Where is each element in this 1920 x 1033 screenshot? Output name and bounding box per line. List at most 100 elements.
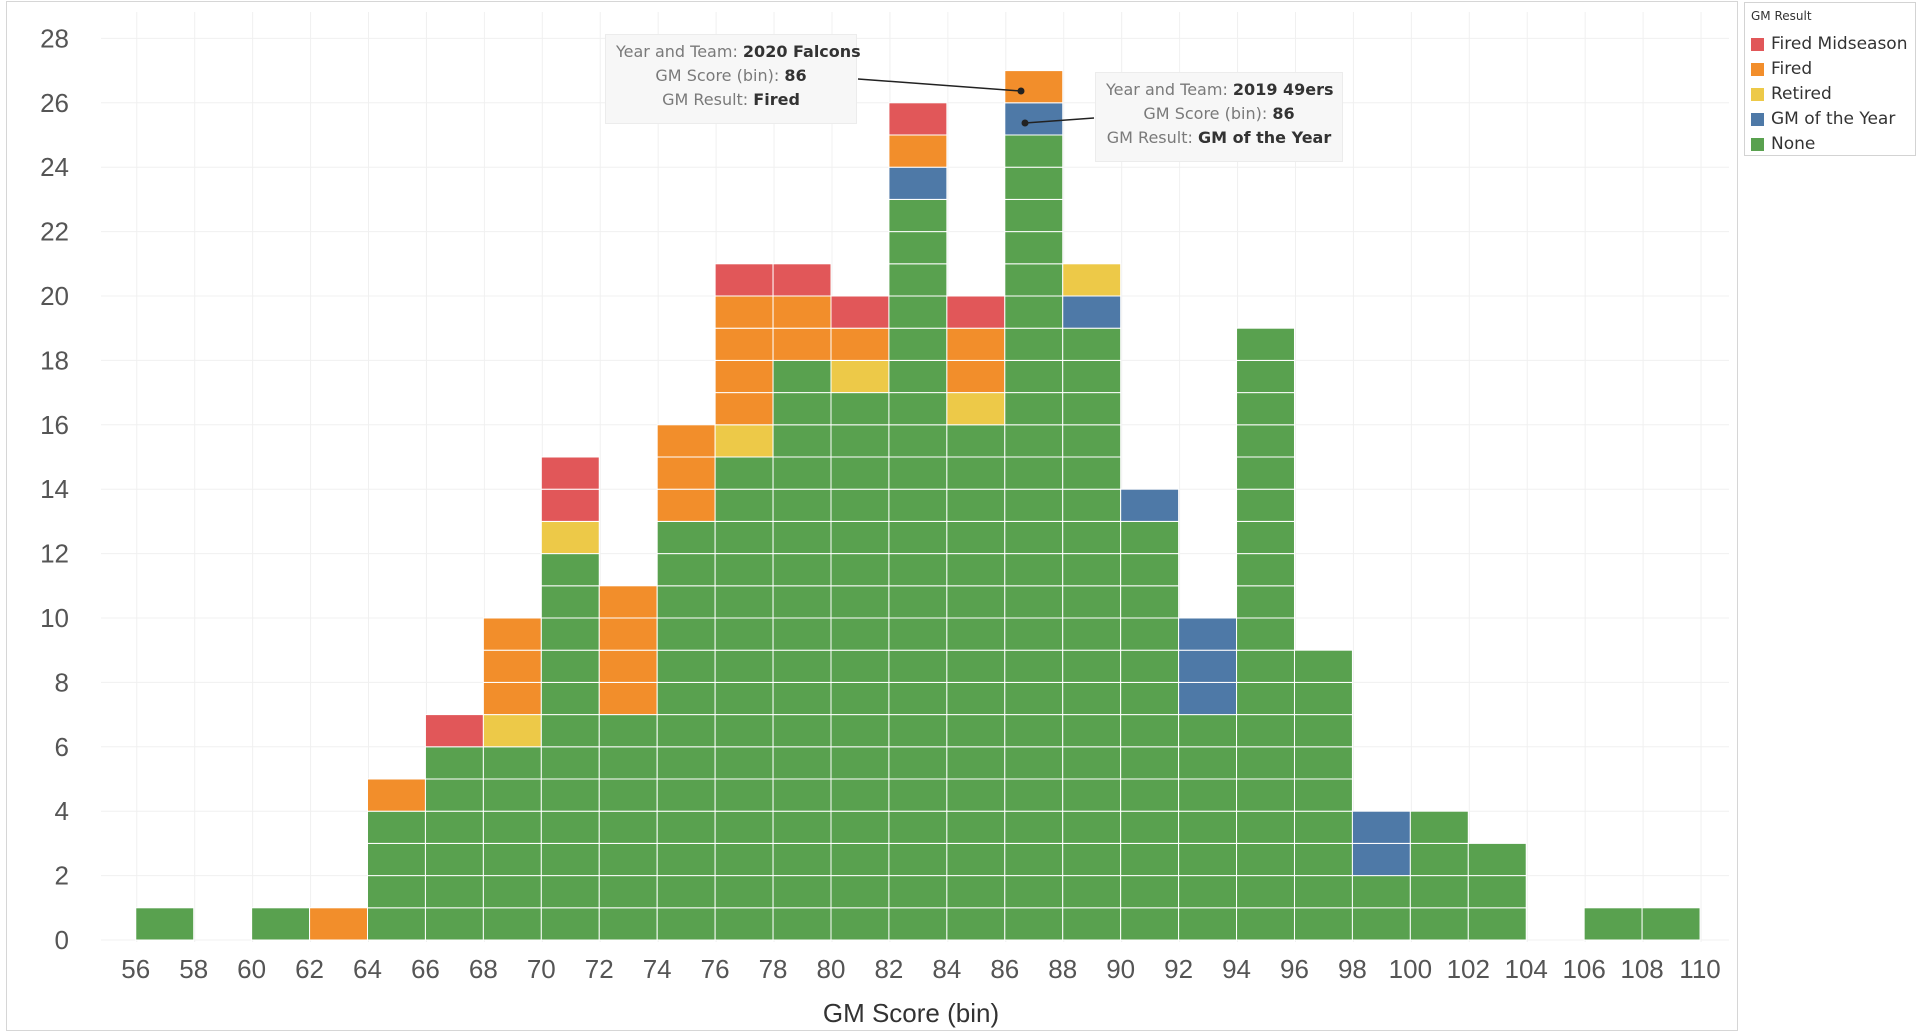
bar-cell[interactable] <box>598 714 658 748</box>
bar-cell[interactable] <box>830 488 890 522</box>
bar-cell[interactable] <box>656 456 716 490</box>
bar-cell[interactable] <box>772 553 832 587</box>
bar-cell[interactable] <box>1236 617 1295 651</box>
bar-cell[interactable] <box>1120 875 1180 909</box>
bar-cell[interactable] <box>888 520 948 555</box>
bar-cell[interactable] <box>888 681 948 716</box>
bar-cell[interactable] <box>714 553 774 587</box>
bar-cell[interactable] <box>1004 166 1064 200</box>
bar-cell[interactable] <box>714 617 774 651</box>
bar-cell[interactable] <box>1293 649 1353 683</box>
bar-cell[interactable] <box>1120 714 1180 748</box>
bar-cell[interactable] <box>1004 392 1064 426</box>
bar-cell[interactable] <box>946 359 1006 394</box>
bar-cell[interactable] <box>598 746 658 780</box>
bar-cell[interactable] <box>1236 520 1295 555</box>
bar-cell[interactable] <box>540 875 600 909</box>
bar-cell[interactable] <box>888 585 948 619</box>
bar-cell[interactable] <box>1062 617 1122 651</box>
bar-cell[interactable] <box>888 263 948 297</box>
bar-cell[interactable] <box>1062 681 1122 716</box>
bar-cell[interactable] <box>1120 488 1180 522</box>
bar-cell[interactable] <box>714 714 774 748</box>
bar-cell[interactable] <box>830 295 890 329</box>
bar-cell[interactable] <box>251 907 311 941</box>
bar-cell[interactable] <box>1236 553 1295 587</box>
bar-cell[interactable] <box>830 617 890 651</box>
bar-cell[interactable] <box>540 810 600 844</box>
bar-cell[interactable] <box>888 231 948 265</box>
bar-cell[interactable] <box>888 392 948 426</box>
bar-cell[interactable] <box>772 875 832 909</box>
bar-cell[interactable] <box>1236 424 1295 458</box>
bar-cell[interactable] <box>424 907 484 941</box>
bar-cell[interactable] <box>946 392 1006 426</box>
bar-cell[interactable] <box>830 649 890 683</box>
bar-cell[interactable] <box>540 617 600 651</box>
bar-cell[interactable] <box>772 681 832 716</box>
bar-cell[interactable] <box>1062 714 1122 748</box>
bar-cell[interactable] <box>1236 359 1295 394</box>
bar-cell[interactable] <box>946 585 1006 619</box>
bar-cell[interactable] <box>1062 746 1122 780</box>
bar-cell[interactable] <box>772 810 832 844</box>
bar-cell[interactable] <box>656 585 716 619</box>
bar-cell[interactable] <box>367 810 426 844</box>
bar-cell[interactable] <box>1467 842 1527 877</box>
bar-cell[interactable] <box>888 102 948 136</box>
bar-cell[interactable] <box>424 778 484 812</box>
bar-cell[interactable] <box>1062 327 1122 361</box>
bar-cell[interactable] <box>540 714 600 748</box>
bar-cell[interactable] <box>424 746 484 780</box>
bar-cell[interactable] <box>598 778 658 812</box>
bar-cell[interactable] <box>888 424 948 458</box>
bar-cell[interactable] <box>1236 392 1295 426</box>
bar-cell[interactable] <box>1120 649 1180 683</box>
bar-cell[interactable] <box>830 392 890 426</box>
bar-cell[interactable] <box>830 778 890 812</box>
bar-cell[interactable] <box>598 810 658 844</box>
bar-cell[interactable] <box>135 907 195 941</box>
bar-cell[interactable] <box>888 456 948 490</box>
bar-cell[interactable] <box>830 875 890 909</box>
bar-cell[interactable] <box>946 875 1006 909</box>
bar-cell[interactable] <box>482 681 542 716</box>
bar-cell[interactable] <box>1236 488 1295 522</box>
bar-cell[interactable] <box>1062 295 1122 329</box>
legend-item-retired[interactable]: Retired <box>1751 84 1832 104</box>
bar-cell[interactable] <box>714 649 774 683</box>
bar-cell[interactable] <box>772 617 832 651</box>
bar-cell[interactable] <box>1120 810 1180 844</box>
bar-cell[interactable] <box>656 810 716 844</box>
bar-cell[interactable] <box>1004 714 1064 748</box>
legend-item-fired-midseason[interactable]: Fired Midseason <box>1751 34 1907 54</box>
bar-cell[interactable] <box>772 424 832 458</box>
bar-cell[interactable] <box>1236 681 1295 716</box>
bar-cell[interactable] <box>424 842 484 877</box>
bar-cell[interactable] <box>1178 842 1238 877</box>
bar-cell[interactable] <box>1293 810 1353 844</box>
bar-cell[interactable] <box>482 649 542 683</box>
bar-cell[interactable] <box>656 488 716 522</box>
bar-cell[interactable] <box>1583 907 1643 941</box>
bar-cell[interactable] <box>946 424 1006 458</box>
bar-cell[interactable] <box>598 617 658 651</box>
bar-cell[interactable] <box>714 424 774 458</box>
bar-cell[interactable] <box>540 456 600 490</box>
bar-cell[interactable] <box>656 778 716 812</box>
bar-cell[interactable] <box>772 907 832 941</box>
bar-cell[interactable] <box>946 617 1006 651</box>
bar-cell[interactable] <box>946 488 1006 522</box>
bar-cell[interactable] <box>482 778 542 812</box>
bar-cell[interactable] <box>1004 198 1064 233</box>
bar-cell[interactable] <box>830 327 890 361</box>
bar-cell[interactable] <box>830 714 890 748</box>
bar-cell[interactable] <box>946 907 1006 941</box>
bar-cell[interactable] <box>1641 907 1701 941</box>
legend-item-gm-of-the-year[interactable]: GM of the Year <box>1751 109 1895 129</box>
bar-cell[interactable] <box>772 488 832 522</box>
bar-cell[interactable] <box>540 488 600 522</box>
bar-cell[interactable] <box>367 778 426 812</box>
bar-cell[interactable] <box>1409 875 1469 909</box>
bar-cell[interactable] <box>1062 649 1122 683</box>
